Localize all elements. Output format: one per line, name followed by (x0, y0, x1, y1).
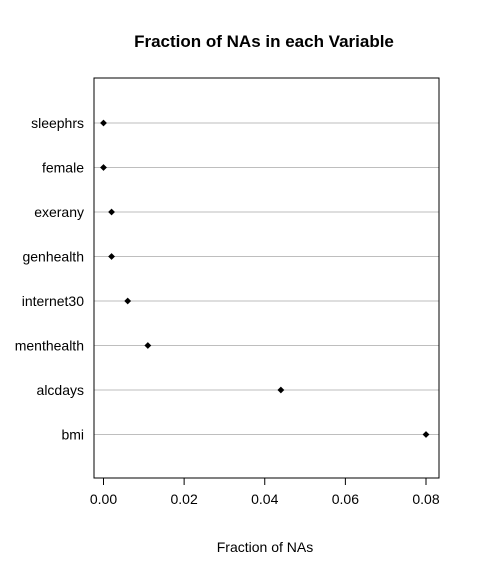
category-label-menthealth: menthealth (15, 338, 84, 354)
x-tick-label: 0.04 (251, 491, 278, 507)
point-internet30 (124, 297, 132, 305)
x-tick-label: 0.08 (412, 491, 439, 507)
category-label-sleephrs: sleephrs (31, 115, 84, 131)
x-tick-label: 0.06 (332, 491, 359, 507)
point-menthealth (144, 342, 152, 349)
category-label-bmi: bmi (61, 427, 84, 443)
category-labels: sleephrs female exerany genhealth internet30… (15, 115, 84, 443)
point-bmi (422, 431, 430, 438)
gridlines (94, 122, 439, 435)
x-tick-label: 0.02 (171, 491, 198, 507)
point-sleephrs (100, 119, 107, 127)
x-axis-label: Fraction of NAs (217, 539, 313, 555)
point-genhealth (108, 253, 115, 260)
category-label-alcdays: alcdays (37, 382, 84, 398)
data-points (100, 119, 430, 438)
x-tick-label: 0.00 (90, 491, 117, 507)
point-female (100, 164, 107, 171)
point-alcdays (277, 386, 285, 394)
x-axis: 0.00 0.02 0.04 0.06 0.08 (90, 478, 440, 507)
plot-frame (93, 77, 440, 479)
category-label-exerany: exerany (34, 204, 84, 220)
category-label-female: female (42, 160, 84, 176)
category-label-internet30: internet30 (22, 293, 84, 309)
point-exerany (108, 208, 115, 216)
category-label-genhealth: genhealth (22, 249, 84, 265)
chart-title: Fraction of NAs in each Variable (134, 32, 394, 51)
